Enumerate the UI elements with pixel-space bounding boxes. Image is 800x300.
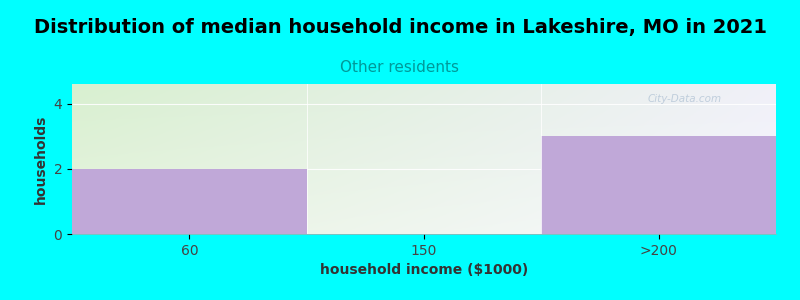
Bar — [542, 136, 776, 234]
Bar — [72, 169, 306, 234]
X-axis label: household income ($1000): household income ($1000) — [320, 263, 528, 277]
Text: Other residents: Other residents — [341, 60, 459, 75]
Text: Distribution of median household income in Lakeshire, MO in 2021: Distribution of median household income … — [34, 18, 766, 37]
Y-axis label: households: households — [34, 114, 48, 204]
Text: City-Data.com: City-Data.com — [647, 94, 722, 104]
